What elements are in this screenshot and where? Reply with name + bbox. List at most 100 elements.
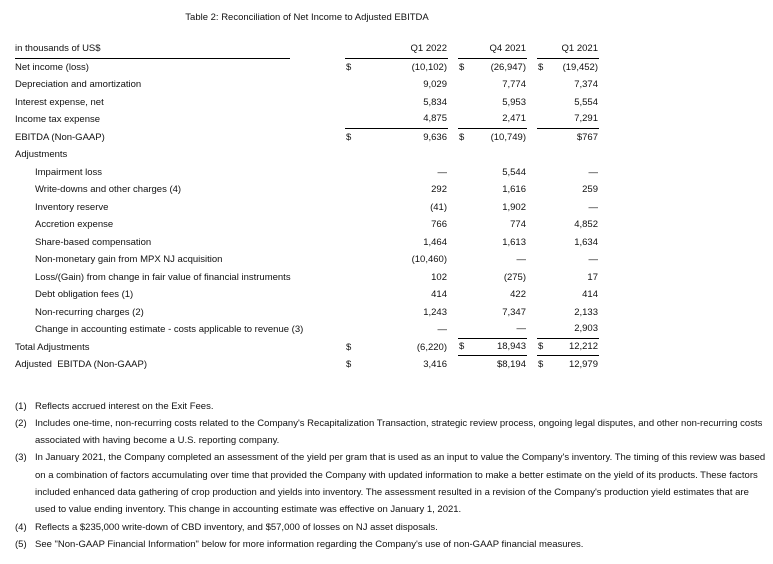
cell-q1-2021: 2,133 — [537, 304, 599, 322]
footnote-text: Reflects a $235,000 write-down of CBD in… — [35, 521, 438, 533]
header-col-q4-2021: Q4 2021 — [458, 41, 527, 59]
cell-q4-2021: 1,616 — [458, 181, 527, 199]
cell-value: 5,834 — [423, 96, 447, 108]
table-row: Share-based compensation 1,464 1,613 1,634 — [15, 234, 599, 252]
cell-q1-2022: $ (6,220) — [345, 339, 448, 357]
row-label: Net income (loss) — [15, 61, 89, 73]
table-row: Impairment loss — 5,544 — — [15, 164, 599, 182]
currency-symbol: $ — [346, 359, 352, 370]
cell-value: — — [588, 166, 599, 178]
cell-q1-2021: $767 — [537, 129, 599, 147]
currency-symbol: $ — [538, 61, 544, 73]
cell-value: (10,102) — [411, 61, 447, 73]
table-row: Inventory reserve (41) 1,902 — — [15, 199, 599, 217]
cell-value: 3,416 — [423, 359, 447, 370]
cell-q4-2021: 2,471 — [458, 111, 527, 129]
footnote-number: (4) — [15, 521, 27, 533]
cell-q1-2022: $ (10,102) — [345, 59, 448, 77]
column-gap — [448, 199, 458, 217]
footnote-number: (3) — [15, 452, 27, 464]
reconciliation-table: in thousands of US$ Q1 2022 Q4 2021 Q1 2… — [15, 41, 599, 374]
cell-value: 7,374 — [574, 79, 598, 90]
currency-symbol: $ — [346, 131, 352, 143]
column-gap — [527, 76, 537, 94]
footnote-number: (1) — [15, 400, 27, 412]
cell-q4-2021: $8,194 — [458, 356, 527, 374]
row-label: Accretion expense — [35, 219, 114, 230]
cell-value: — — [588, 254, 599, 265]
table-row: Non-monetary gain from MPX NJ acquisitio… — [15, 251, 599, 269]
currency-symbol: $ — [346, 341, 352, 353]
cell-q1-2022: — — [345, 164, 448, 182]
column-gap — [527, 286, 537, 304]
column-gap — [527, 164, 537, 182]
cell-q1-2021: 259 — [537, 181, 599, 199]
cell-q1-2021 — [537, 146, 599, 164]
cell-value: (41) — [430, 201, 447, 213]
cell-q4-2021: $ (10,749) — [458, 129, 527, 147]
cell-value: 7,347 — [502, 306, 526, 318]
footnote: (5) See "Non-GAAP Financial Information" … — [15, 536, 766, 553]
cell-value: 2,903 — [574, 323, 598, 334]
footnote: (3) In January 2021, the Company complete… — [15, 449, 766, 518]
cell-value: 4,852 — [574, 219, 598, 230]
cell-value: 12,979 — [568, 359, 598, 370]
cell-q1-2021: — — [537, 199, 599, 217]
row-label: Adjustments — [15, 149, 68, 160]
table-row: Interest expense, net 5,834 5,953 5,554 — [15, 94, 599, 112]
table-row: Income tax expense 4,875 2,471 7,291 — [15, 111, 599, 129]
column-gap — [448, 234, 458, 252]
column-gap — [527, 269, 537, 287]
cell-q4-2021 — [458, 146, 527, 164]
currency-symbol: $ — [538, 359, 544, 370]
cell-q4-2021: 1,613 — [458, 234, 527, 252]
footnote: (4) Reflects a $235,000 write-down of CBD… — [15, 519, 766, 536]
table-row: Net income (loss) $ (10,102) $ (26,947) $ (19,… — [15, 59, 599, 77]
column-gap — [527, 321, 537, 339]
cell-q1-2022: 5,834 — [345, 94, 448, 112]
cell-value: — — [516, 323, 527, 334]
column-gap — [448, 304, 458, 322]
cell-value: 414 — [431, 289, 447, 300]
column-gap — [527, 94, 537, 112]
cell-q4-2021: 7,774 — [458, 76, 527, 94]
cell-value: 259 — [582, 184, 598, 195]
table-row: Adjusted EBITDA (Non-GAAP) $3,416 $8,194 $1… — [15, 356, 599, 374]
table-title: Table 2: Reconciliation of Net Income to… — [185, 12, 429, 23]
cell-value: 1,243 — [423, 306, 447, 318]
column-gap — [527, 181, 537, 199]
cell-q1-2022: 414 — [345, 286, 448, 304]
row-label: Non-recurring charges (2) — [35, 306, 144, 318]
cell-value: 774 — [510, 219, 526, 230]
cell-value: (10,749) — [490, 131, 526, 143]
cell-value: 292 — [431, 184, 447, 195]
cell-value: (10,460) — [411, 254, 447, 265]
cell-value: 9,029 — [423, 79, 447, 90]
cell-value: 9,636 — [423, 131, 447, 143]
column-gap — [448, 41, 458, 59]
column-gap — [448, 321, 458, 339]
column-gap — [448, 356, 458, 374]
cell-value: 1,902 — [502, 201, 526, 213]
column-gap — [448, 129, 458, 147]
column-gap — [527, 129, 537, 147]
column-gap — [527, 146, 537, 164]
cell-q1-2021: $12,979 — [537, 356, 599, 374]
row-label: Depreciation and amortization — [15, 79, 142, 90]
cell-q1-2021: 2,903 — [537, 321, 599, 339]
row-label: Debt obligation fees (1) — [35, 289, 134, 300]
table-row: Write-downs and other charges (4) 292 1,61… — [15, 181, 599, 199]
column-gap — [527, 251, 537, 269]
cell-q1-2022: 4,875 — [345, 111, 448, 129]
header-units-label: in thousands of US$ — [15, 41, 290, 59]
column-gap — [527, 234, 537, 252]
cell-q1-2022: — — [345, 321, 448, 339]
cell-value: 18,943 — [496, 340, 526, 352]
cell-q1-2021: 414 — [537, 286, 599, 304]
table-row: Accretion expense 766 774 4,852 — [15, 216, 599, 234]
column-gap — [448, 269, 458, 287]
cell-q4-2021: 422 — [458, 286, 527, 304]
footnote-number: (2) — [15, 417, 27, 429]
column-gap — [448, 164, 458, 182]
column-gap — [448, 339, 458, 357]
